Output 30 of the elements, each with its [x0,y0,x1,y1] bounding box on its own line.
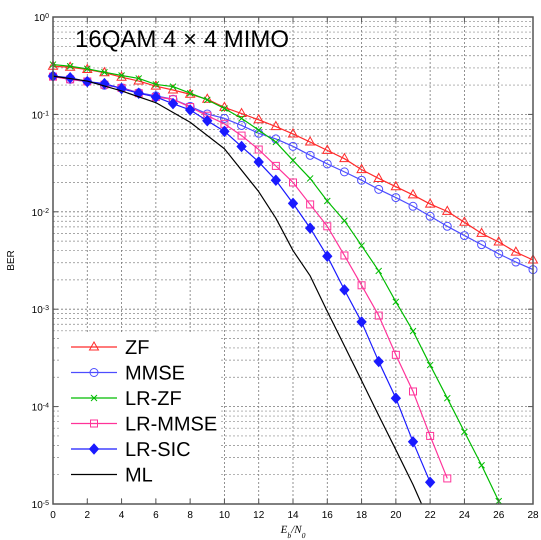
y-axis-title: BER [6,250,17,271]
y-tick-label: 10$^{0}$ [34,12,50,24]
legend-label: ZF [125,337,150,359]
x-axis-title: E$_{b}$/N$_{0}$ [280,524,306,540]
x-tick-label: 28 [527,510,539,521]
y-tick-label: 10$^{-1}$ [32,110,50,122]
legend-label: MMSE [125,362,185,384]
legend-label: ML [125,464,153,486]
legend-label: LR-MMSE [125,414,218,436]
x-tick-label: 22 [424,510,436,521]
chart-title: 16QAM 4 × 4 MIMO [75,26,290,53]
y-tick-label: 10$^{-3}$ [32,304,50,316]
x-tick-label: 2 [84,510,91,521]
x-tick-label: 14 [287,510,299,521]
x-tick-label: 12 [253,510,265,521]
x-tick-label: 8 [187,510,194,521]
legend-label: LR-SIC [125,439,191,461]
x-tick-label: 10 [218,510,230,521]
x-tick-label: 20 [390,510,402,521]
x-tick-label: 4 [118,510,125,521]
x-tick-label: 26 [493,510,505,521]
x-tick-label: 18 [356,510,368,521]
x-tick-label: 16 [322,510,334,521]
x-tick-label: 0 [50,510,56,521]
y-tick-label: 10$^{-2}$ [32,207,50,219]
legend-label: LR-ZF [125,388,182,410]
y-tick-label: 10$^{-5}$ [32,500,50,511]
x-tick-label: 6 [153,510,160,521]
y-tick-label: 10$^{-4}$ [32,402,50,414]
x-tick-label: 24 [458,510,470,521]
